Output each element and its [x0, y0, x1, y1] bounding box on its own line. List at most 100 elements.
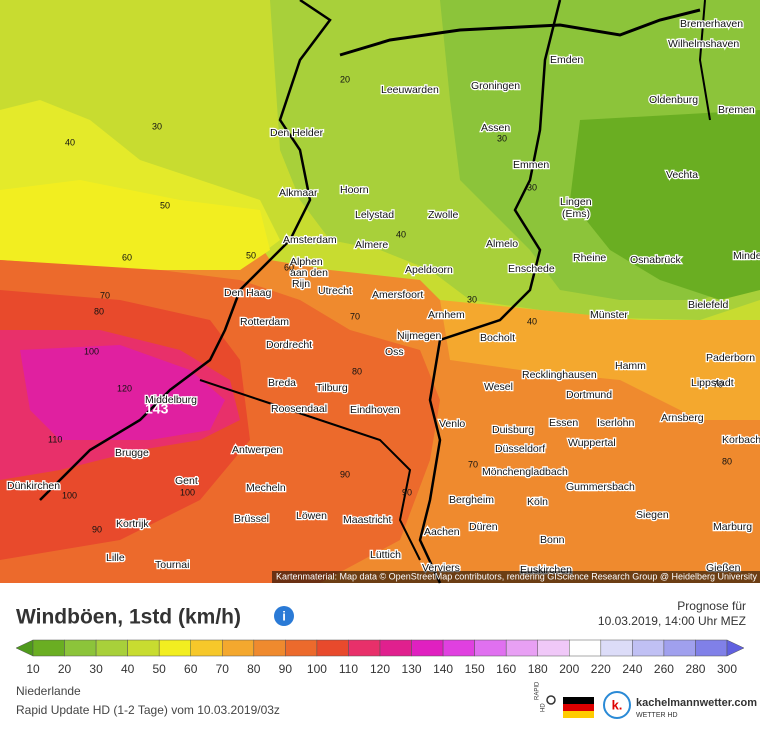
colorbar-segment	[442, 639, 475, 657]
map: Bremerhaven Wilhelmshaven Emden Leeuwarden G…	[0, 0, 760, 584]
city-label: Wilhelmshaven	[668, 38, 739, 50]
legend-title: Windböen, 1std (km/h)	[16, 606, 241, 629]
contour-label: 40	[527, 316, 537, 326]
contour-label: 50	[246, 250, 256, 260]
city-label: Bonn	[540, 534, 565, 546]
city-label: Wesel	[484, 381, 513, 393]
colorbar-segment	[411, 639, 444, 657]
logo: k.	[612, 697, 623, 712]
city-label: Lippstadt	[691, 377, 734, 389]
colorbar-segment	[95, 639, 128, 657]
city-label: Roosendaal	[271, 403, 327, 415]
city-label: Oss	[385, 346, 404, 358]
region: Niederlande	[16, 684, 81, 698]
city-label: Amsterdam	[283, 234, 337, 246]
city-label: Leeuwarden	[381, 84, 439, 96]
city-label: Rotterdam	[240, 316, 289, 328]
city-label: Lille	[106, 552, 125, 564]
city-label: Zwolle	[428, 209, 459, 221]
city-label: Lüttich	[370, 549, 401, 561]
colorbar-segment	[600, 639, 633, 657]
colorbar-tick-label: 90	[279, 662, 293, 676]
contour-label: 90	[340, 469, 350, 479]
city-label: Düsseldorf	[495, 443, 545, 455]
city-label: Amersfoort	[372, 289, 423, 301]
contour-label: 100	[62, 490, 77, 500]
colorbar-segment	[348, 639, 381, 657]
contour-label: 30	[527, 182, 537, 192]
info-icon-label[interactable]: i	[282, 608, 286, 623]
colorbar-segment	[32, 639, 65, 657]
city-label: Dortmund	[566, 389, 612, 401]
city-label: Siegen	[636, 509, 669, 521]
city-label: Enschede	[508, 263, 555, 275]
contour-label: 40	[396, 229, 406, 239]
city-label: Rijn	[292, 278, 310, 290]
info-icon[interactable]	[274, 606, 294, 626]
colorbar-segment	[569, 639, 602, 657]
colorbar-segment	[253, 639, 286, 657]
city-label: Rheine	[573, 252, 606, 264]
colorbar-segment	[695, 639, 728, 657]
contour-label: 60	[122, 252, 132, 262]
contour-label: 30	[497, 133, 507, 143]
colorbar-segment	[663, 639, 696, 657]
contour-label: 100	[180, 487, 195, 497]
colorbar-tick-label: 220	[591, 662, 611, 676]
colorbar-tick-label: 100	[307, 662, 327, 676]
brand: kachelmannwetter.com	[636, 697, 757, 709]
contour-label: 70	[713, 379, 723, 389]
city-label: Köln	[527, 496, 548, 508]
city-label: Antwerpen	[232, 444, 282, 456]
forecast-label: Prognose für	[677, 599, 746, 613]
city-label: Emmen	[513, 159, 549, 171]
contour-label: 80	[722, 456, 732, 466]
colorbar-tick-label: 80	[247, 662, 261, 676]
city-label: Mecheln	[246, 482, 286, 494]
colorbar-tick-label: 180	[528, 662, 548, 676]
city-label: Korbach	[722, 434, 760, 446]
colorbar-segment	[537, 639, 570, 657]
attribution: Kartenmaterial: Map data © OpenStreetMap…	[276, 571, 757, 581]
city-label: Bergheim	[449, 494, 494, 506]
contour-label: 100	[84, 346, 99, 356]
brand-sub: WETTER HD	[636, 712, 678, 719]
city-label: Breda	[268, 377, 296, 389]
city-label: Münster	[590, 309, 628, 321]
city-label: aan den	[290, 267, 328, 279]
colorbar-tick-label: 110	[339, 662, 358, 676]
colorbar-tick-label: 130	[402, 662, 422, 676]
colorbar-segment	[379, 639, 412, 657]
colorbar-segment	[127, 639, 160, 657]
contour-label: 20	[340, 74, 350, 84]
contour-label: 30	[152, 121, 162, 131]
city-label: Eindhoven	[350, 404, 400, 416]
contour-label: 70	[468, 459, 478, 469]
city-label: Dünkirchen	[7, 480, 60, 492]
city-label: Tournai	[155, 559, 189, 571]
city-label: Nijmegen	[397, 330, 442, 342]
colorbar-segment	[505, 639, 538, 657]
city-label: Löwen	[296, 510, 327, 522]
colorbar-arrow	[726, 639, 745, 657]
colorbar-tick-label: 60	[184, 662, 198, 676]
contour-label: 80	[352, 366, 362, 376]
contour-label: 50	[160, 200, 170, 210]
legend: Windböen, 1std (km/h) i Prognose für 10.…	[15, 599, 746, 676]
city-label: Lingen	[560, 196, 592, 208]
colorbar-arrow	[15, 639, 34, 657]
contour-label: 110	[48, 434, 62, 444]
city-label: Gent	[175, 475, 198, 487]
city-label: Düren	[469, 521, 498, 533]
city-label: Mönchengladbach	[482, 466, 568, 478]
city-label: Hamm	[615, 360, 646, 372]
contour-label: 70	[350, 311, 360, 321]
city-label: Bielefeld	[688, 299, 728, 311]
city-label: Brugge	[115, 447, 149, 459]
badge-bottom: HD	[541, 703, 547, 712]
colorbar-tick-label: 20	[58, 662, 72, 676]
city-label: Arnhem	[428, 309, 465, 321]
city-label: Den Helder	[270, 127, 324, 139]
contour-label: 90	[92, 524, 102, 534]
